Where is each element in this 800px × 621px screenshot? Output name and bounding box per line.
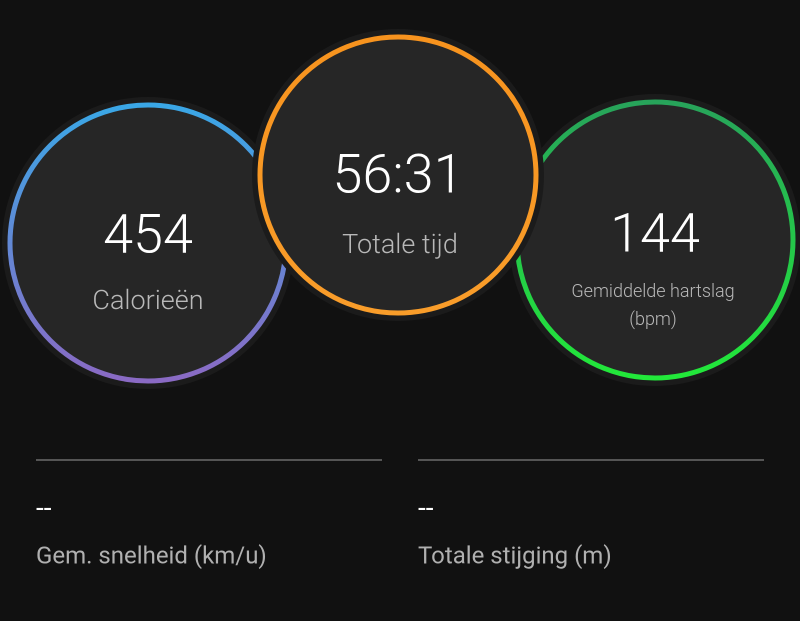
stat-label: Gem. snelheid (km/u): [36, 541, 267, 569]
stat-value: --: [418, 491, 434, 524]
circle-value: 454: [103, 203, 193, 266]
stat-ascent: -- Totale stijging (m): [418, 459, 764, 569]
circle-label: (bpm): [629, 309, 677, 330]
circle-label: Totale tijd: [342, 228, 458, 260]
stat-value: --: [36, 491, 52, 524]
stat-label: Totale stijging (m): [418, 541, 612, 569]
calories-circle: 454 Calorieën: [2, 97, 294, 389]
circle-label: Gemiddelde hartslag: [571, 281, 734, 302]
total-time-circle: 56:31 Totale tijd: [252, 29, 544, 321]
circle-value: 144: [610, 202, 700, 265]
circle-ring: [257, 34, 539, 316]
stat-speed: -- Gem. snelheid (km/u): [36, 459, 382, 569]
heart-rate-circle: 144 Gemiddelde hartslag (bpm): [509, 94, 800, 386]
circle-label: Calorieën: [92, 284, 203, 316]
circle-value: 56:31: [332, 143, 463, 206]
